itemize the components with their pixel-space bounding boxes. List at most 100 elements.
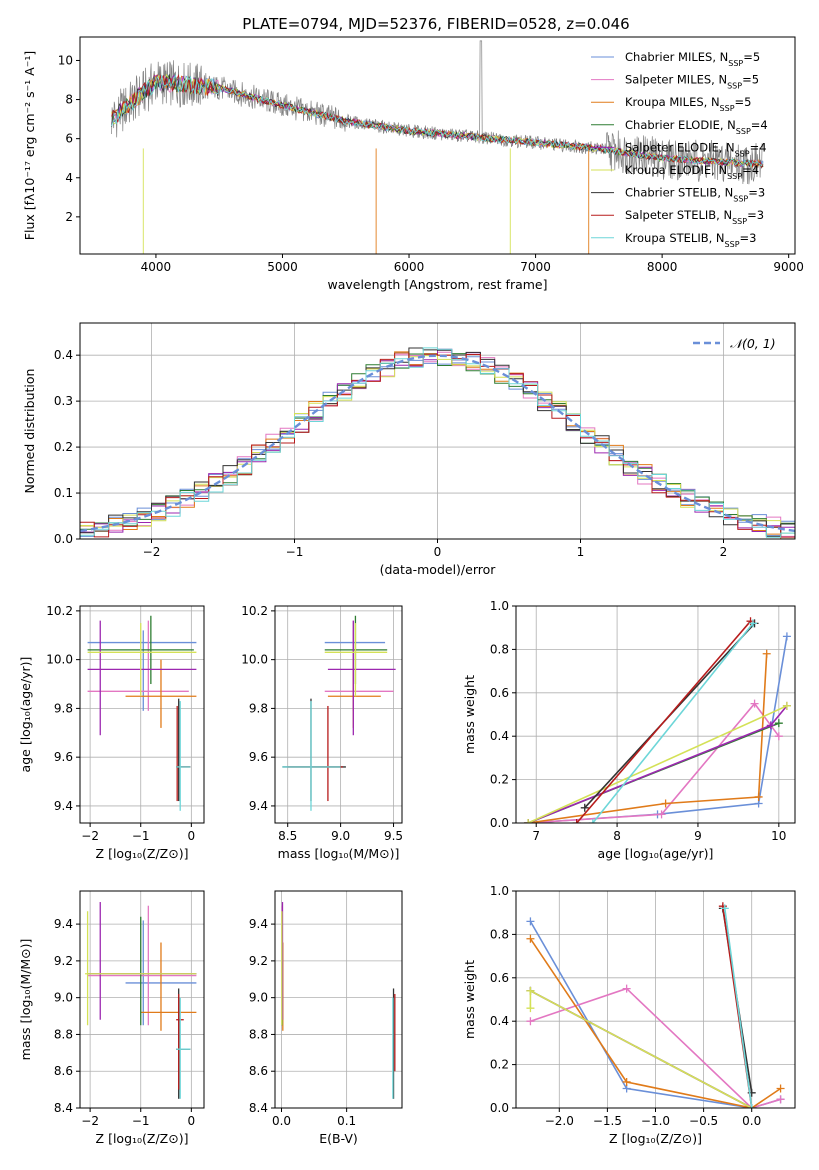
y-tick-label: 8.4: [54, 1101, 73, 1115]
y-tick-label: 9.4: [249, 917, 268, 931]
y-tick-label: 9.4: [249, 799, 268, 813]
x-tick-label: −0.5: [689, 1114, 718, 1128]
panel-residuals: −2 −1 0 1 2 0.0 0.1 0.2 0.3 0.4 (data-model)/error…: [22, 322, 796, 577]
y-tick-label: 0.3: [54, 394, 73, 408]
x-tick-label: 8: [613, 829, 621, 843]
y-tick-label: 0.4: [490, 729, 509, 743]
y-tick-label: 8: [65, 93, 73, 107]
x-axis-label: Z [log₁₀(Z/Z⊙)]: [96, 1131, 189, 1146]
series-line-kroupa-stelib: [111, 73, 764, 168]
y-tick-label: 0.4: [54, 348, 73, 362]
y-tick-label: 9.0: [249, 991, 268, 1005]
x-tick-label: 0: [188, 829, 196, 843]
panel-spectrum: 4000 5000 6000 7000 8000 9000 2 4 6 8 10 wavelength…: [22, 36, 804, 292]
y-axis-label: Normed distribution: [22, 369, 37, 494]
y-tick-label: 8.4: [249, 1101, 268, 1115]
x-tick-label: −2.0: [545, 1114, 574, 1128]
y-axis-label: age [log₁₀(age/yr)]: [18, 657, 33, 773]
x-axis-label: Z [log₁₀(Z/Z⊙)]: [96, 846, 189, 861]
mass-weight-marker: [774, 719, 783, 728]
mass-weight-line: [527, 705, 788, 823]
x-tick-label: 0: [188, 1114, 196, 1128]
plot-area: [524, 617, 791, 823]
y-tick-label: 4: [65, 171, 73, 185]
mass-weight-marker: [622, 1077, 631, 1086]
y-tick-label: 0.1: [54, 486, 73, 500]
x-tick-label: 9: [694, 829, 702, 843]
mass-weight-marker: [747, 1104, 756, 1108]
panel-age-vs-Z: −2 −1 0 9.4 9.6 9.8 10.0 10.2 Z [log₁₀(Z/Z⊙)] age…: [18, 604, 205, 861]
y-tick-label: 8.8: [249, 1027, 268, 1041]
mass-weight-marker: [657, 810, 666, 819]
mass-weight-marker: [588, 819, 597, 823]
mass-weight-marker: [754, 792, 763, 801]
y-tick-label: 9.8: [54, 701, 73, 715]
y-tick-label: 0.8: [490, 927, 509, 941]
x-tick-label: −2: [143, 545, 161, 559]
mass-weight-marker: [750, 699, 759, 708]
mass-weight-line: [529, 938, 782, 1108]
mass-weight-marker: [526, 934, 535, 943]
x-tick-label: 6000: [394, 260, 425, 274]
mass-weight-line: [530, 987, 781, 1108]
y-tick-label: 9.4: [54, 799, 73, 813]
figure-title: PLATE=0794, MJD=52376, FIBERID=0528, z=0…: [242, 15, 629, 33]
x-tick-label: 10: [771, 829, 786, 843]
axes-frame: [79, 890, 205, 1109]
x-axis-label: age [log₁₀(age/yr)]: [598, 846, 714, 861]
y-tick-label: 0.4: [490, 1014, 509, 1028]
legend-label: Kroupa MILES, NSSP=5: [625, 95, 751, 113]
y-tick-label: 0.0: [54, 532, 73, 546]
mass-weight-line: [528, 702, 780, 823]
panel-mass-vs-Z: −2 −1 0 8.4 8.6 8.8 9.0 9.2 9.4 Z [log₁₀(Z/Z⊙)] ma…: [18, 890, 205, 1146]
y-tick-label: 10.2: [46, 604, 73, 618]
axes-frame: [274, 890, 403, 1109]
x-axis-label: E(B-V): [319, 1131, 358, 1146]
mass-weight-marker: [526, 986, 535, 995]
mass-weight-marker: [526, 1017, 535, 1026]
x-axis-label: mass [log₁₀(M/M⊙)]: [278, 846, 400, 861]
legend-label: Kroupa ELODIE, NSSP=4: [625, 163, 759, 181]
panel-massweight-vs-Z: −2.0 −1.5 −1.0 −0.5 0.0 0.0 0.2 0.4 0.6 0.8 1.0 Z […: [462, 884, 796, 1146]
panel-age-vs-mass: 8.5 9.0 9.5 9.4 9.6 9.8 10.0 10.2 mass [log₁₀(M/…: [241, 604, 403, 861]
mass-weight-line: [724, 908, 753, 1108]
y-tick-label: 10: [58, 53, 73, 67]
x-axis-label: wavelength [Angstrom, rest frame]: [327, 277, 547, 292]
mass-weight-marker: [762, 649, 771, 658]
y-tick-label: 0.2: [490, 773, 509, 787]
axes-frame: [274, 605, 403, 824]
legend-label: Chabrier MILES, NSSP=5: [625, 50, 760, 68]
mass-weight-marker: [661, 799, 670, 808]
histogram-step: [80, 352, 795, 538]
mass-weight-line: [576, 620, 752, 823]
legend-label: Kroupa STELIB, NSSP=3: [625, 231, 756, 249]
y-tick-label: 9.2: [249, 954, 268, 968]
x-tick-label: 0: [434, 545, 442, 559]
legend-label: Salpeter STELIB, NSSP=3: [625, 208, 764, 226]
x-tick-label: −1: [132, 1114, 150, 1128]
y-tick-label: 2: [65, 210, 73, 224]
x-tick-label: 1: [577, 545, 585, 559]
y-tick-label: 0.0: [490, 816, 509, 830]
y-tick-label: 1.0: [490, 884, 509, 898]
legend-label: Chabrier STELIB, NSSP=3: [625, 186, 765, 204]
histogram-step: [80, 347, 795, 538]
legend-label: Salpeter MILES, NSSP=5: [625, 73, 759, 91]
axes-frame: [79, 605, 205, 824]
x-axis-label: Z [log₁₀(Z/Z⊙)]: [609, 1131, 702, 1146]
y-axis-label: mass [log₁₀(M/M⊙)]: [18, 939, 33, 1061]
y-axis-label: mass weight: [462, 960, 477, 1039]
plot-area: [526, 902, 785, 1108]
x-tick-label: 8.5: [278, 829, 297, 843]
y-tick-label: 10.2: [241, 604, 268, 618]
mass-weight-marker: [776, 1095, 785, 1104]
x-tick-label: 0.0: [272, 1114, 291, 1128]
y-tick-label: 0.6: [490, 686, 509, 700]
plot-area: [281, 902, 396, 1099]
x-tick-label: 0.1: [337, 1114, 356, 1128]
y-tick-label: 8.6: [249, 1064, 268, 1078]
x-tick-label: 7000: [520, 260, 551, 274]
mass-weight-marker: [782, 701, 791, 710]
y-tick-label: 10.0: [46, 653, 73, 667]
